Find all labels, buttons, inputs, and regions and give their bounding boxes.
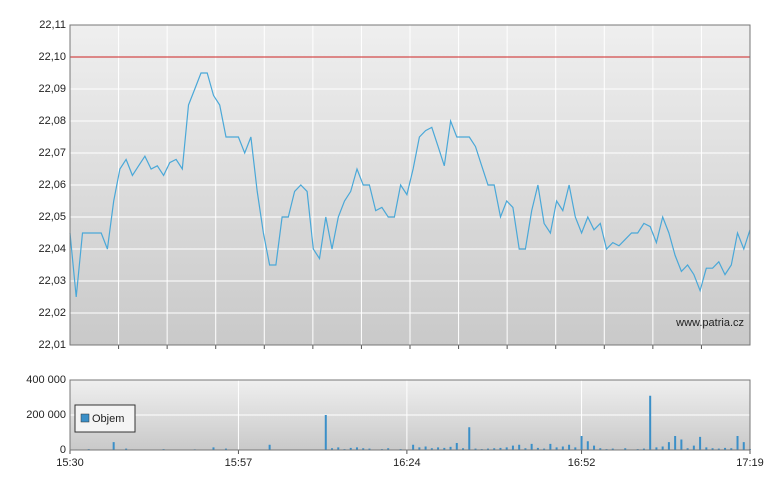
volume-bar bbox=[505, 447, 508, 450]
volume-bar bbox=[642, 448, 645, 450]
volume-bar bbox=[543, 448, 546, 450]
volume-bar bbox=[599, 448, 602, 450]
volume-bar bbox=[224, 448, 227, 450]
volume-bar bbox=[692, 445, 695, 450]
volume-bar bbox=[112, 442, 115, 450]
x-tick-label: 17:19 bbox=[736, 457, 764, 469]
volume-bar bbox=[455, 443, 458, 450]
volume-bar bbox=[468, 427, 471, 450]
volume-bar bbox=[437, 447, 440, 450]
y-tick-label: 22,11 bbox=[39, 19, 66, 31]
volume-bar bbox=[362, 448, 365, 450]
legend-label: Objem bbox=[92, 413, 124, 425]
volume-bar bbox=[349, 447, 352, 450]
y-tick-label: 22,08 bbox=[38, 115, 66, 127]
y-tick-label: 0 bbox=[60, 444, 66, 456]
plot-frame bbox=[69, 24, 751, 346]
y-tick-label: 22,09 bbox=[38, 83, 66, 95]
y-tick-label: 22,03 bbox=[38, 275, 66, 287]
volume-bar bbox=[368, 448, 371, 450]
volume-bar bbox=[424, 446, 427, 450]
volume-bar bbox=[536, 447, 539, 450]
volume-bar bbox=[655, 447, 658, 450]
volume-bar bbox=[561, 446, 564, 450]
volume-bar bbox=[493, 448, 496, 450]
volume-bar bbox=[717, 448, 720, 450]
volume-bar bbox=[699, 436, 702, 450]
y-tick-label: 22,01 bbox=[38, 339, 66, 351]
volume-bar bbox=[593, 445, 596, 450]
volume-bar bbox=[705, 447, 708, 450]
volume-bar bbox=[337, 447, 340, 450]
volume-bar bbox=[511, 445, 514, 450]
x-tick-label: 16:24 bbox=[393, 457, 421, 469]
volume-bar bbox=[430, 448, 433, 450]
volume-bar bbox=[125, 448, 128, 450]
volume-bar bbox=[711, 448, 714, 450]
volume-bar bbox=[499, 447, 502, 450]
volume-bar bbox=[674, 436, 677, 450]
volume-bar bbox=[736, 436, 739, 450]
volume-bar bbox=[387, 448, 390, 450]
volume-bar bbox=[324, 415, 327, 450]
volume-bar bbox=[586, 441, 589, 450]
volume-bar bbox=[580, 436, 583, 450]
volume-bar bbox=[574, 447, 577, 450]
volume-bar bbox=[742, 442, 745, 450]
volume-bar bbox=[730, 448, 733, 450]
volume-bar bbox=[611, 448, 614, 450]
volume-bar bbox=[624, 448, 627, 450]
y-tick-label: 22,02 bbox=[38, 307, 66, 319]
volume-bar bbox=[555, 447, 558, 450]
x-tick-label: 15:30 bbox=[56, 457, 84, 469]
y-tick-label: 22,07 bbox=[38, 147, 66, 159]
y-tick-label: 200 000 bbox=[26, 409, 66, 421]
volume-bar bbox=[443, 447, 446, 450]
volume-bar bbox=[331, 448, 334, 450]
volume-bar bbox=[724, 447, 727, 450]
volume-bar bbox=[530, 443, 533, 450]
y-tick-label: 400 000 bbox=[26, 374, 66, 386]
volume-bar bbox=[661, 446, 664, 450]
x-tick-label: 15:57 bbox=[225, 457, 253, 469]
price-line bbox=[69, 72, 751, 298]
volume-bar bbox=[355, 447, 358, 450]
volume-bar bbox=[486, 448, 489, 450]
volume-bar bbox=[474, 448, 477, 450]
volume-bar bbox=[549, 443, 552, 450]
x-tick-label: 16:52 bbox=[568, 457, 596, 469]
y-tick-label: 22,05 bbox=[38, 211, 66, 223]
legend-swatch bbox=[80, 413, 90, 423]
volume-bar bbox=[680, 439, 683, 450]
volume-bar bbox=[667, 442, 670, 450]
y-tick-label: 22,10 bbox=[38, 51, 66, 63]
volume-bar bbox=[212, 447, 215, 450]
volume-bar bbox=[412, 444, 415, 450]
volume-bar bbox=[418, 447, 421, 450]
volume-bar bbox=[518, 444, 521, 450]
plot-frame bbox=[69, 379, 751, 451]
volume-bar bbox=[449, 446, 452, 450]
volume-bar bbox=[524, 448, 527, 450]
watermark: www.patria.cz bbox=[675, 317, 744, 329]
volume-bar bbox=[462, 448, 465, 450]
y-tick-label: 22,06 bbox=[38, 179, 66, 191]
volume-bar bbox=[568, 444, 571, 450]
volume-bar bbox=[649, 395, 652, 450]
volume-bar bbox=[268, 444, 271, 450]
volume-bar bbox=[686, 448, 689, 450]
y-tick-label: 22,04 bbox=[38, 243, 66, 255]
